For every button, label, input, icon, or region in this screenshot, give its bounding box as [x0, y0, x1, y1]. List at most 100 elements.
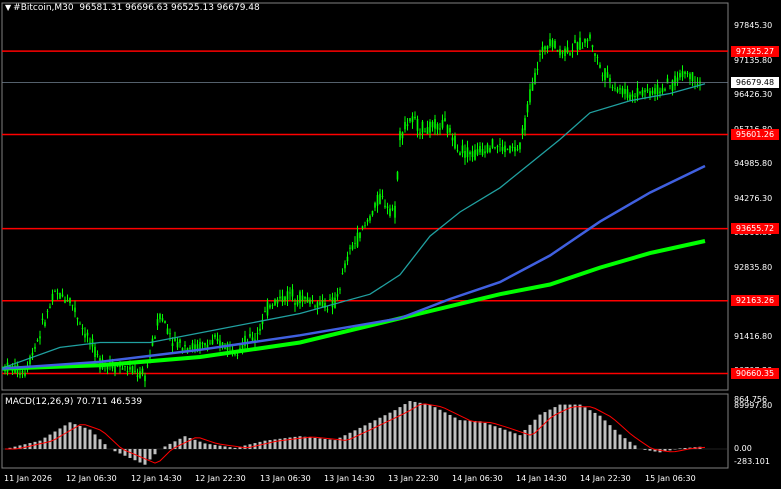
candle-body — [404, 121, 406, 130]
candle-body — [299, 291, 301, 304]
candle-body — [314, 305, 316, 307]
candle-body — [324, 302, 326, 309]
candle-body — [666, 78, 669, 84]
candle-body — [281, 296, 284, 303]
candle-body — [539, 53, 541, 56]
candle-body — [201, 343, 204, 344]
macd-histogram-bar — [568, 404, 572, 449]
candle-body — [69, 298, 71, 303]
candle-body — [81, 328, 84, 329]
macd-histogram-bar — [558, 404, 562, 449]
macd-histogram-bar — [683, 448, 687, 449]
candle-body — [344, 263, 346, 269]
candle-body — [411, 116, 414, 123]
candle-body — [129, 367, 131, 370]
candle-body — [61, 294, 64, 297]
level-price-label[interactable]: 97325.27 — [731, 45, 779, 57]
macd-histogram-bar — [453, 417, 457, 449]
candle-body — [216, 338, 219, 342]
macd-histogram-bar — [53, 431, 57, 449]
candle-body — [419, 132, 421, 134]
level-price-label[interactable]: 92163.26 — [731, 295, 779, 307]
candle-body — [664, 89, 666, 91]
macd-histogram-bar — [548, 409, 552, 449]
candle-body — [284, 296, 286, 301]
candle-body — [316, 302, 319, 308]
candle-body — [64, 300, 66, 303]
macd-histogram-bar — [378, 417, 382, 449]
candle-body — [121, 368, 124, 370]
candle-body — [451, 137, 454, 141]
level-price-label[interactable]: 95601.26 — [731, 129, 779, 141]
candle-body — [339, 289, 341, 291]
price-axis-tick: 94276.30 — [734, 193, 773, 203]
candle-body — [536, 68, 539, 71]
macd-histogram-bar — [68, 422, 72, 449]
candle-body — [106, 365, 109, 370]
candle-body — [529, 89, 531, 103]
candle-body — [556, 49, 559, 51]
time-axis-tick: 15 Jan 06:30 — [645, 474, 696, 483]
candle-body — [606, 72, 609, 78]
symbol-timeframe: #Bitcoin,M30 — [13, 3, 74, 13]
candle-body — [329, 299, 331, 300]
candle-body — [261, 319, 264, 325]
candle-body — [684, 71, 686, 74]
macd-histogram-bar — [573, 404, 577, 449]
candle-body — [631, 94, 634, 97]
macd-histogram-bar — [113, 449, 117, 452]
macd-histogram-bar — [483, 422, 487, 449]
macd-histogram-bar — [358, 427, 362, 449]
candle-body — [356, 232, 359, 247]
candle-body — [311, 300, 314, 302]
candle-body — [489, 147, 491, 153]
price-pane-frame — [1, 2, 729, 391]
macd-histogram-bar — [523, 429, 527, 449]
candle-body — [464, 150, 466, 158]
candle-body — [611, 87, 614, 88]
macd-histogram-bar — [143, 449, 147, 465]
menu-triangle-icon[interactable]: ▼ — [5, 3, 12, 12]
macd-histogram-bar — [533, 419, 537, 449]
macd-histogram-bar — [178, 438, 182, 449]
macd-histogram-bar — [118, 449, 122, 454]
candle-body — [296, 300, 299, 305]
macd-histogram-bar — [283, 438, 287, 449]
candle-body — [41, 318, 44, 320]
macd-histogram-bar — [388, 412, 392, 449]
candle-body — [439, 128, 441, 130]
candle-body — [469, 152, 471, 155]
candle-body — [309, 299, 311, 304]
macd-axis-tick: 864.756 — [734, 395, 768, 404]
candle-body — [254, 339, 256, 341]
candle-body — [564, 48, 566, 56]
candle-body — [294, 303, 296, 305]
macd-axis-tick: -283.101 — [734, 457, 770, 466]
level-price-label[interactable]: 90660.35 — [731, 367, 779, 379]
macd-histogram-bar — [333, 440, 337, 449]
candle-body — [434, 119, 436, 129]
candle-body — [191, 343, 194, 349]
candle-body — [589, 34, 591, 39]
candle-body — [54, 291, 56, 293]
candle-body — [436, 124, 439, 130]
candle-body — [346, 256, 349, 262]
candle-body — [219, 340, 221, 348]
candle-body — [126, 371, 129, 373]
macd-histogram-bar — [228, 447, 232, 449]
macd-histogram-bar — [623, 438, 627, 449]
candle-body — [286, 291, 289, 300]
candle-body — [166, 328, 169, 334]
candle-body — [549, 39, 551, 46]
time-axis-tick: 13 Jan 14:30 — [324, 474, 375, 483]
candle-body — [181, 348, 184, 352]
candle-body — [431, 122, 434, 128]
time-axis-tick: 14 Jan 06:30 — [452, 474, 503, 483]
candle-body — [349, 247, 351, 249]
macd-histogram-bar — [273, 439, 277, 449]
macd-histogram-bar — [578, 404, 582, 449]
level-price-label[interactable]: 93655.72 — [731, 223, 779, 235]
time-axis-tick: 14 Jan 14:30 — [516, 474, 567, 483]
candle-body — [234, 354, 236, 355]
